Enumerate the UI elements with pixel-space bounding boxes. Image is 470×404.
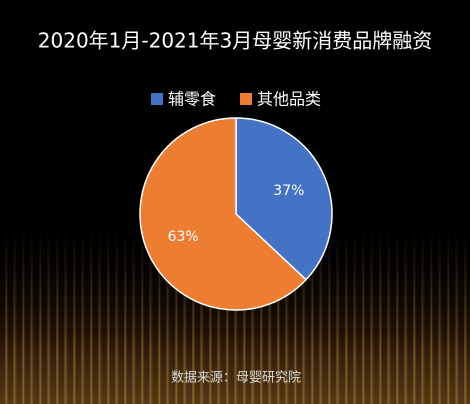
chart-title: 2020年1月-2021年3月母婴新消费品牌融资 — [38, 29, 432, 53]
value-label: 37% — [273, 183, 304, 199]
value-label: 63% — [168, 229, 199, 245]
legend-label: 辅零食 — [168, 90, 216, 109]
legend-swatch — [151, 93, 163, 105]
pie-slice — [235, 117, 333, 281]
pie-slice — [139, 117, 308, 311]
legend-label: 其他品类 — [257, 90, 321, 109]
source: 数据来源：母婴研究院 — [171, 371, 301, 386]
legend-swatch — [240, 93, 252, 105]
